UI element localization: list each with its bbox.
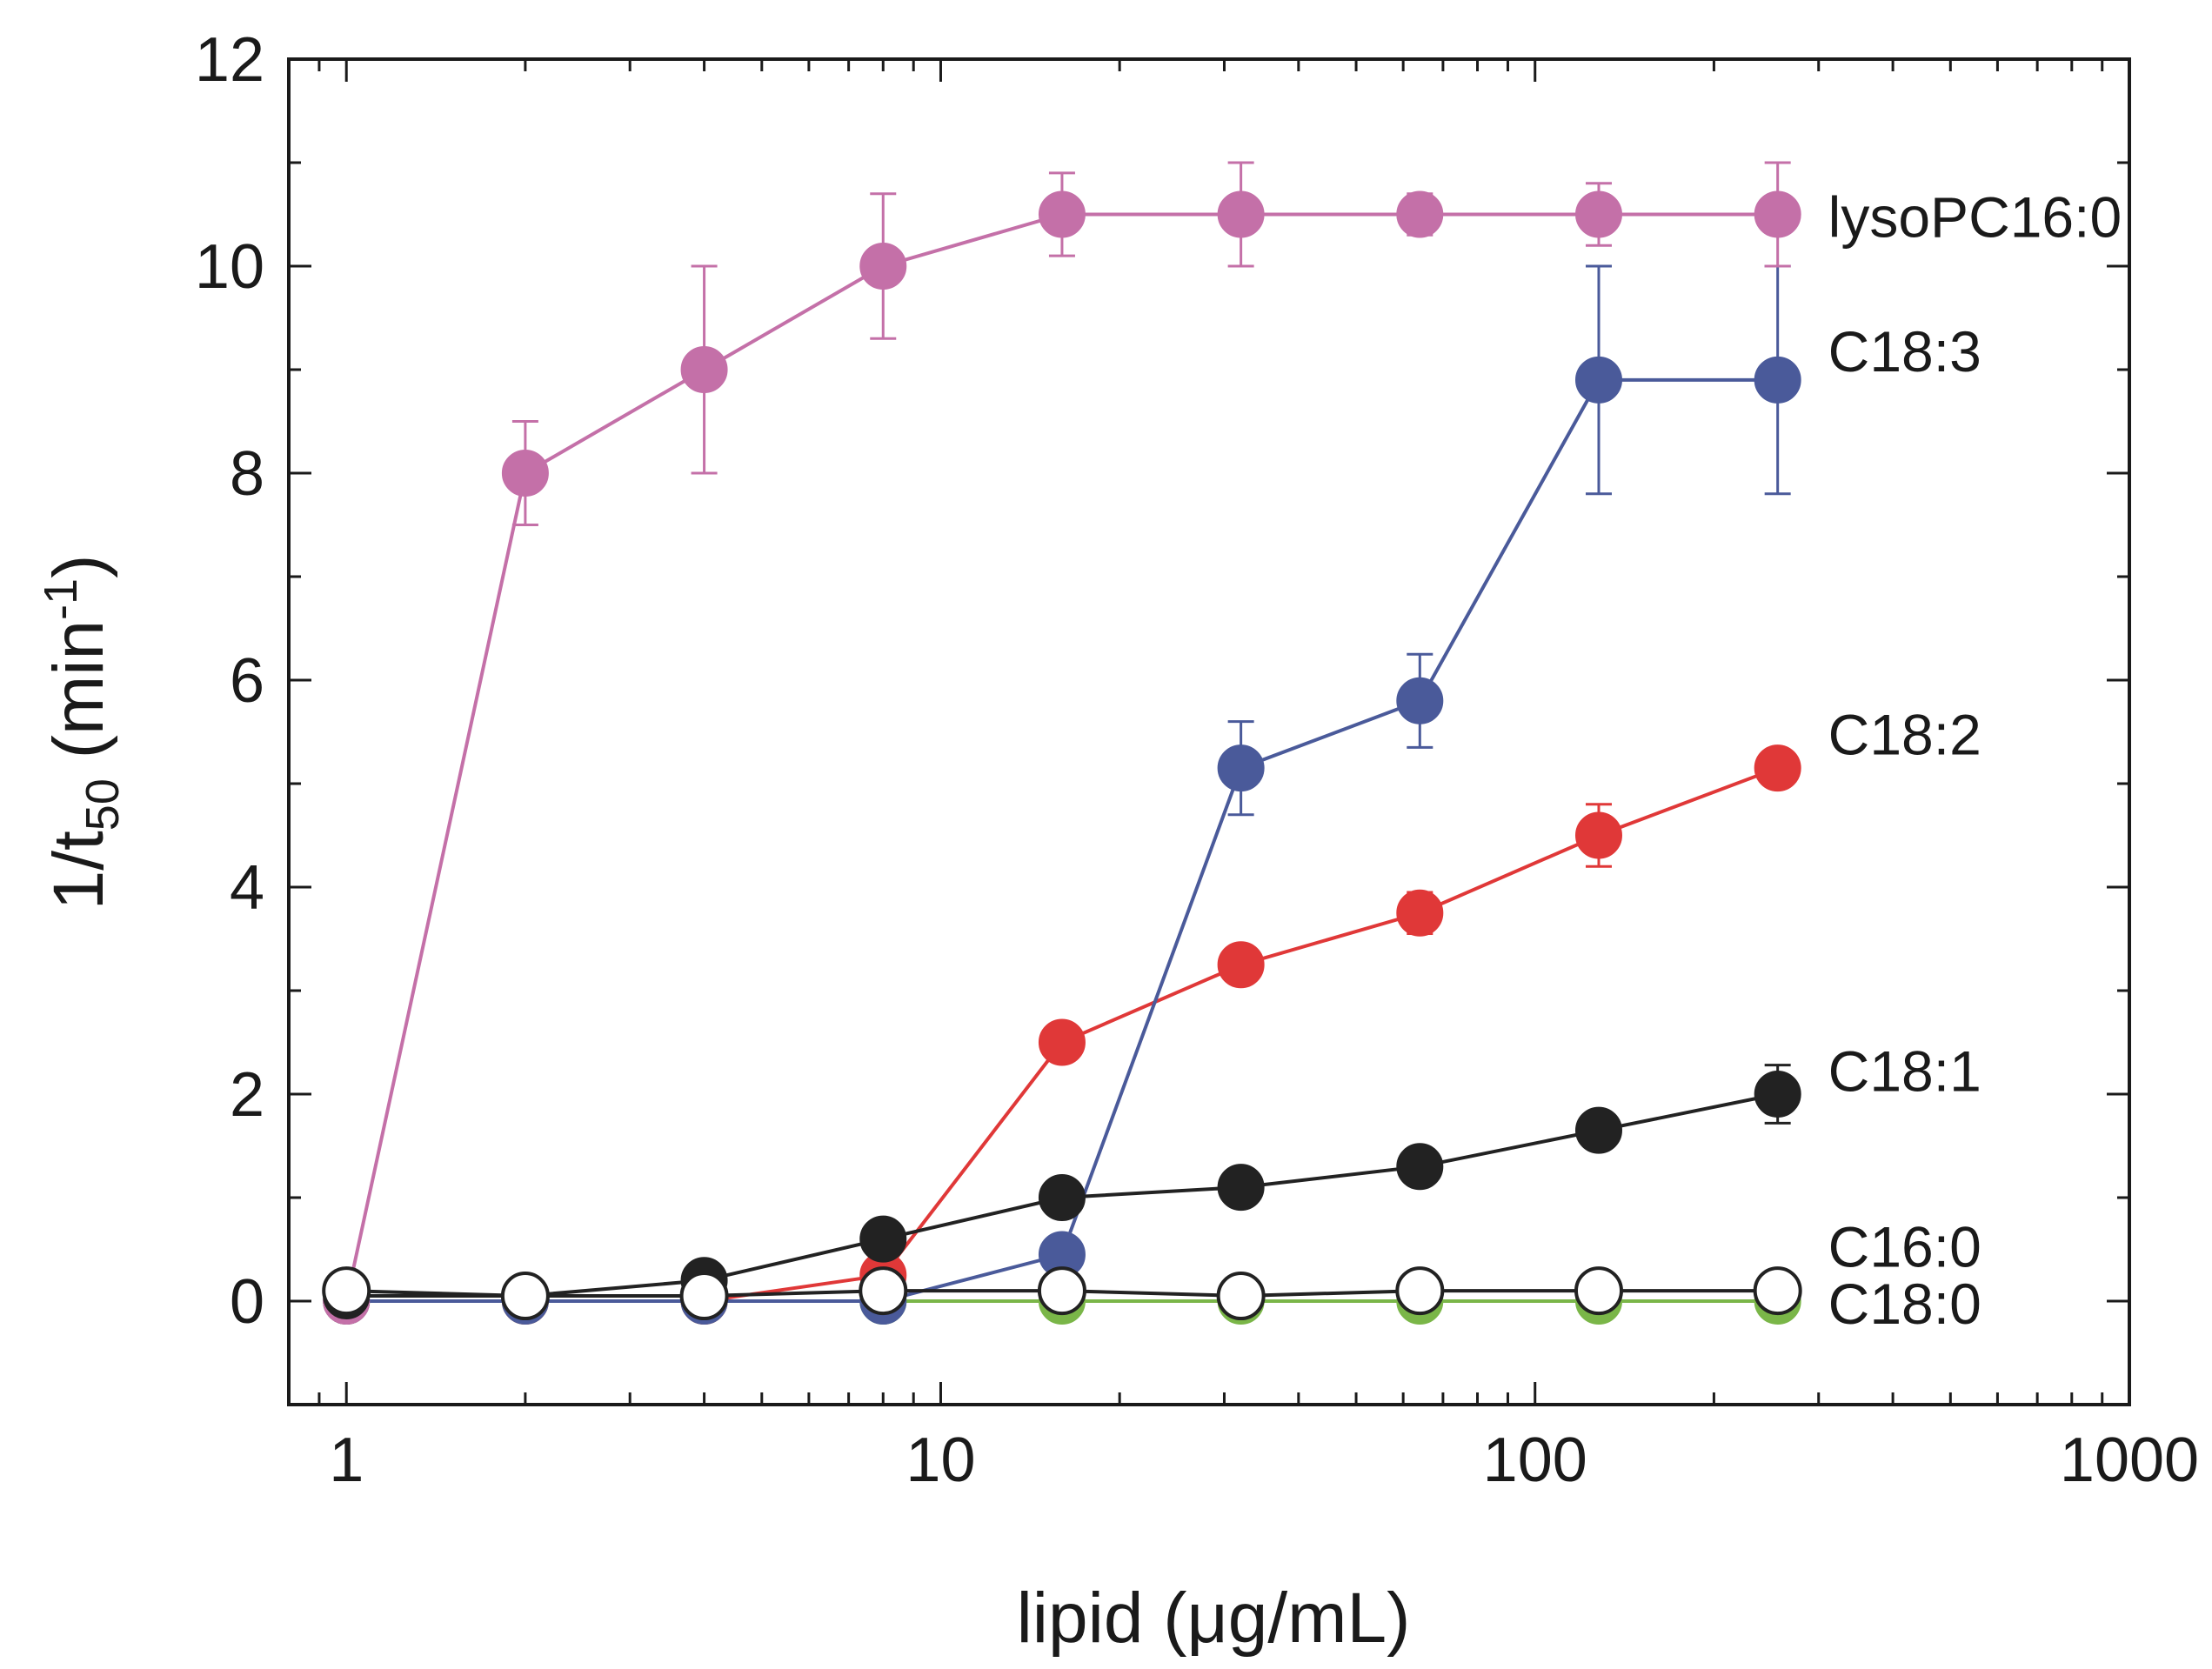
data-point bbox=[1216, 1272, 1266, 1321]
data-point bbox=[1217, 1164, 1265, 1212]
x-tick-label: 10 bbox=[906, 1425, 975, 1495]
data-point bbox=[859, 1215, 907, 1263]
series-line-c18-3 bbox=[346, 377, 1778, 1303]
label-lysopc16-0: lysoPC16:0 bbox=[1828, 185, 2122, 250]
series-c16-0 bbox=[322, 1266, 1802, 1321]
data-point bbox=[1037, 1266, 1086, 1316]
data-point bbox=[1217, 744, 1265, 792]
y-axis-title: 1/t50 (min-1) bbox=[35, 555, 129, 911]
x-axis-title: lipid (μg/mL) bbox=[1017, 1579, 1411, 1658]
y-axis: 0 2 4 6 8 10 12 bbox=[195, 25, 2129, 1406]
y-tick-label: 0 bbox=[230, 1267, 264, 1337]
data-point bbox=[680, 346, 728, 393]
y-title-unit: (min bbox=[39, 620, 118, 778]
y-tick-label: 4 bbox=[230, 853, 264, 923]
data-point bbox=[1395, 1266, 1445, 1316]
series-c18-3 bbox=[323, 264, 1801, 1325]
y-axis-title-text: 1/t50 (min-1) bbox=[35, 555, 129, 911]
data-point bbox=[1754, 356, 1801, 404]
data-point bbox=[1574, 1266, 1623, 1316]
data-point bbox=[1217, 190, 1265, 238]
y-tick-label: 6 bbox=[230, 646, 264, 716]
label-c18-1: C18:1 bbox=[1828, 1038, 1981, 1103]
y-title-main: 1/t bbox=[39, 831, 118, 910]
y-title-close: ) bbox=[39, 555, 118, 578]
y-tick-label: 10 bbox=[195, 232, 264, 302]
y-title-superscript: -1 bbox=[35, 578, 87, 620]
plot-frame bbox=[287, 57, 2131, 1406]
y-title-subscript: 50 bbox=[77, 778, 129, 831]
data-point bbox=[859, 1266, 908, 1316]
series-layer bbox=[322, 161, 1802, 1325]
label-c18-2: C18:2 bbox=[1828, 703, 1981, 767]
data-point bbox=[1574, 811, 1622, 859]
data-point bbox=[1754, 744, 1801, 792]
data-point bbox=[1217, 941, 1265, 989]
data-point bbox=[1396, 190, 1444, 238]
plot-border bbox=[287, 57, 2131, 1406]
data-point bbox=[1754, 190, 1801, 238]
data-point bbox=[1753, 1266, 1802, 1316]
label-c18-0: C18:0 bbox=[1828, 1272, 1981, 1336]
data-point bbox=[1754, 1071, 1801, 1118]
data-point bbox=[1038, 1174, 1086, 1221]
x-tick-label: 1000 bbox=[2060, 1425, 2199, 1495]
y-tick-label: 8 bbox=[230, 439, 264, 509]
label-c18-3: C18:3 bbox=[1828, 319, 1981, 384]
data-point bbox=[679, 1272, 729, 1321]
data-point bbox=[1574, 356, 1622, 404]
data-point bbox=[500, 1272, 550, 1321]
data-point bbox=[859, 243, 907, 290]
y-tick-label: 12 bbox=[195, 25, 264, 95]
x-tick-label: 100 bbox=[1483, 1425, 1587, 1495]
data-point bbox=[1038, 1018, 1086, 1066]
data-point bbox=[1396, 677, 1444, 724]
label-c16-0: C16:0 bbox=[1828, 1215, 1981, 1279]
series-lysopc16-0 bbox=[323, 161, 1801, 1325]
y-tick-label: 2 bbox=[230, 1060, 264, 1130]
data-point bbox=[322, 1266, 371, 1316]
data-point bbox=[501, 450, 549, 497]
data-point bbox=[1574, 1106, 1622, 1154]
data-point bbox=[1396, 889, 1444, 937]
x-axis: 1 10 100 1000 bbox=[287, 59, 2199, 1495]
data-point bbox=[1396, 1143, 1444, 1191]
data-point bbox=[1038, 190, 1086, 238]
data-point bbox=[1574, 190, 1622, 238]
x-tick-label: 1 bbox=[329, 1425, 364, 1495]
